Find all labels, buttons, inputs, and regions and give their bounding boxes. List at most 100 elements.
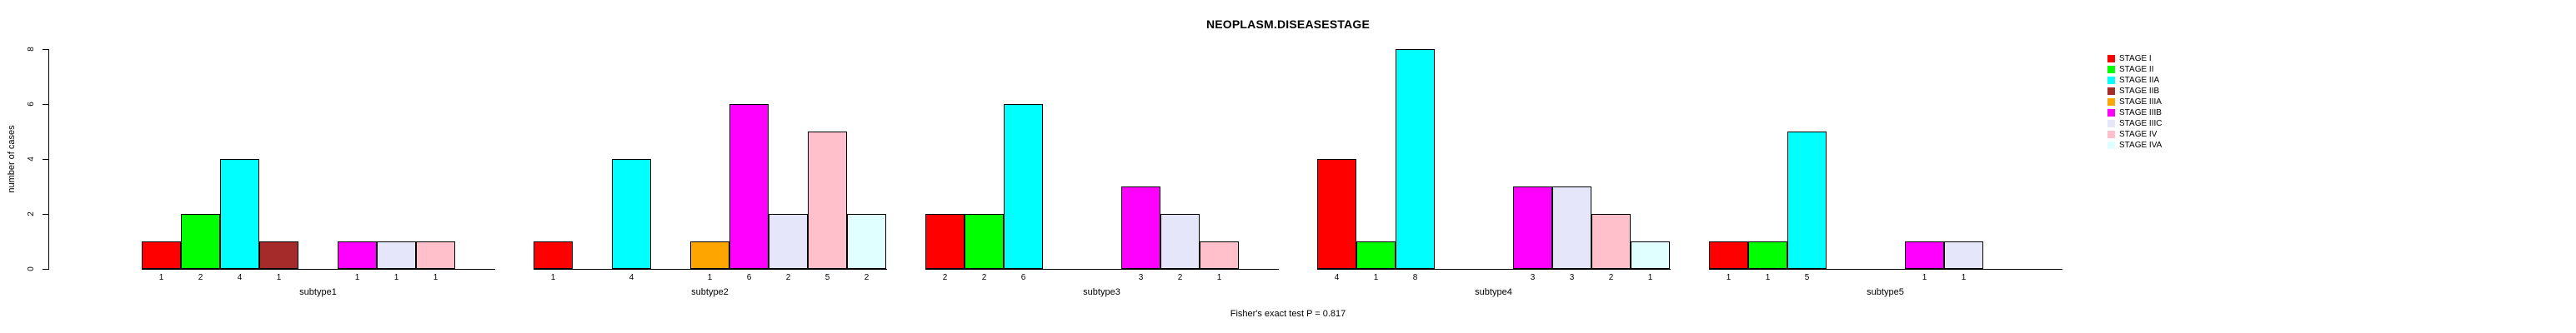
legend-label-stage-iiib: STAGE IIIB bbox=[2119, 108, 2162, 117]
bar-value-label-subtype4-stage-iv: 2 bbox=[1608, 273, 1614, 282]
bar-subtype4-stage-iiib bbox=[1513, 186, 1552, 269]
y-tick-label-8: 8 bbox=[27, 47, 36, 52]
bar-subtype4-stage-ii bbox=[1356, 241, 1396, 269]
bar-subtype1-stage-iiic bbox=[377, 241, 416, 269]
bar-subtype3-stage-iv bbox=[1200, 241, 1239, 269]
y-tick-6 bbox=[43, 104, 48, 105]
bar-subtype2-stage-iiic bbox=[769, 214, 808, 269]
bar-subtype1-stage-iib bbox=[259, 241, 298, 269]
bar-value-label-subtype3-stage-iia: 6 bbox=[1020, 273, 1026, 282]
bar-value-label-subtype2-stage-iia: 4 bbox=[629, 273, 634, 282]
bar-value-label-subtype4-stage-iiic: 3 bbox=[1569, 273, 1575, 282]
bar-value-label-subtype2-stage-iiib: 6 bbox=[746, 273, 752, 282]
bar-value-label-subtype5-stage-iiic: 1 bbox=[1961, 273, 1967, 282]
bar-value-label-subtype5-stage-iia: 5 bbox=[1804, 273, 1810, 282]
bar-value-label-subtype1-stage-i: 1 bbox=[158, 273, 164, 282]
legend-swatch-stage-iva bbox=[2107, 142, 2115, 149]
legend-item-stage-iv: STAGE IV bbox=[2107, 129, 2163, 140]
y-tick-2 bbox=[43, 214, 48, 215]
bar-value-label-subtype1-stage-iiic: 1 bbox=[393, 273, 399, 282]
x-category-label-subtype3: subtype3 bbox=[1083, 287, 1120, 297]
bar-value-label-subtype3-stage-iiic: 2 bbox=[1177, 273, 1183, 282]
legend-swatch-stage-iia bbox=[2107, 77, 2115, 84]
bar-subtype3-stage-iia bbox=[1004, 104, 1043, 269]
x-category-label-subtype2: subtype2 bbox=[691, 287, 729, 297]
bar-subtype2-stage-i bbox=[534, 241, 573, 269]
legend-label-stage-iv: STAGE IV bbox=[2119, 130, 2158, 139]
bar-value-label-subtype4-stage-iia: 8 bbox=[1412, 273, 1418, 282]
bar-subtype1-stage-ii bbox=[181, 214, 220, 269]
bar-subtype5-stage-iia bbox=[1787, 132, 1827, 269]
bar-value-label-subtype2-stage-iiic: 2 bbox=[785, 273, 791, 282]
y-tick-8 bbox=[43, 49, 48, 50]
bar-subtype4-stage-iv bbox=[1591, 214, 1631, 269]
bar-subtype5-stage-ii bbox=[1748, 241, 1787, 269]
legend: STAGE I STAGE II STAGE IIA STAGE IIB STAGE I… bbox=[2107, 53, 2163, 151]
bar-value-label-subtype2-stage-iiia: 1 bbox=[707, 273, 713, 282]
bar-value-label-subtype2-stage-i: 1 bbox=[550, 273, 556, 282]
x-axis-line-subtype5 bbox=[1709, 269, 2062, 270]
bar-value-label-subtype1-stage-iib: 1 bbox=[276, 273, 282, 282]
legend-item-stage-iib: STAGE IIB bbox=[2107, 86, 2163, 97]
bar-subtype1-stage-i bbox=[142, 241, 181, 269]
legend-swatch-stage-iiia bbox=[2107, 98, 2115, 106]
bar-value-label-subtype4-stage-iiib: 3 bbox=[1530, 273, 1536, 282]
bar-subtype2-stage-iiia bbox=[690, 241, 729, 269]
legend-label-stage-iia: STAGE IIA bbox=[2119, 76, 2160, 85]
bar-value-label-subtype4-stage-ii: 1 bbox=[1373, 273, 1379, 282]
bar-subtype2-stage-iiib bbox=[729, 104, 769, 269]
bar-subtype4-stage-iva bbox=[1631, 241, 1670, 269]
legend-item-stage-iva: STAGE IVA bbox=[2107, 140, 2163, 151]
legend-item-stage-ii: STAGE II bbox=[2107, 64, 2163, 75]
y-tick-label-6: 6 bbox=[27, 102, 36, 107]
bar-subtype1-stage-iiib bbox=[338, 241, 377, 269]
bar-value-label-subtype3-stage-ii: 2 bbox=[981, 273, 987, 282]
x-category-label-subtype4: subtype4 bbox=[1475, 287, 1512, 297]
bar-value-label-subtype3-stage-iv: 1 bbox=[1216, 273, 1222, 282]
bar-value-label-subtype5-stage-ii: 1 bbox=[1765, 273, 1771, 282]
bar-value-label-subtype1-stage-iv: 1 bbox=[433, 273, 439, 282]
legend-swatch-stage-iiib bbox=[2107, 109, 2115, 117]
legend-item-stage-iiic: STAGE IIIC bbox=[2107, 118, 2163, 129]
bar-subtype2-stage-iv bbox=[808, 132, 847, 269]
legend-label-stage-iib: STAGE IIB bbox=[2119, 87, 2160, 96]
legend-swatch-stage-iv bbox=[2107, 131, 2115, 138]
bar-value-label-subtype1-stage-iiib: 1 bbox=[354, 273, 360, 282]
legend-swatch-stage-iiic bbox=[2107, 120, 2115, 127]
bar-value-label-subtype3-stage-i: 2 bbox=[942, 273, 948, 282]
bar-group-subtype1: 1 2 4 1 1 1 1 subtype1 bbox=[142, 49, 495, 297]
y-tick-label-0: 0 bbox=[27, 266, 36, 271]
x-category-label-subtype1: subtype1 bbox=[299, 287, 337, 297]
y-axis-line bbox=[48, 49, 49, 270]
bar-subtype4-stage-iia bbox=[1396, 49, 1435, 269]
bar-group-subtype5: 1 1 5 1 1 subtype5 bbox=[1709, 49, 2062, 297]
bar-group-subtype4: 4 1 8 3 3 2 1 subtype4 bbox=[1317, 49, 1671, 297]
legend-label-stage-iiia: STAGE IIIA bbox=[2119, 97, 2162, 107]
bar-value-label-subtype4-stage-i: 4 bbox=[1334, 273, 1340, 282]
x-axis-line-subtype3 bbox=[925, 269, 1279, 270]
bar-value-label-subtype4-stage-iva: 1 bbox=[1647, 273, 1653, 282]
bar-value-label-subtype5-stage-iiib: 1 bbox=[1922, 273, 1927, 282]
statistical-test-caption: Fisher's exact test P = 0.817 bbox=[1230, 309, 1346, 319]
bar-subtype4-stage-iiic bbox=[1552, 186, 1591, 269]
bar-subtype4-stage-i bbox=[1317, 159, 1356, 269]
bar-value-label-subtype3-stage-iiib: 3 bbox=[1138, 273, 1144, 282]
legend-swatch-stage-ii bbox=[2107, 66, 2115, 73]
bar-group-subtype3: 2 2 6 3 2 1 subtype3 bbox=[925, 49, 1279, 297]
bar-value-label-subtype1-stage-ii: 2 bbox=[198, 273, 203, 282]
x-category-label-subtype5: subtype5 bbox=[1867, 287, 1904, 297]
legend-label-stage-iva: STAGE IVA bbox=[2119, 141, 2163, 150]
legend-item-stage-iia: STAGE IIA bbox=[2107, 75, 2163, 86]
x-axis-line-subtype4 bbox=[1317, 269, 1671, 270]
legend-swatch-stage-iib bbox=[2107, 87, 2115, 95]
bar-value-label-subtype2-stage-iv: 5 bbox=[824, 273, 830, 282]
y-tick-4 bbox=[43, 159, 48, 160]
legend-item-stage-iiia: STAGE IIIA bbox=[2107, 97, 2163, 107]
legend-label-stage-iiic: STAGE IIIC bbox=[2119, 119, 2163, 128]
bar-group-subtype2: 1 4 1 6 2 5 2 subtype2 bbox=[534, 49, 887, 297]
bar-subtype5-stage-iiib bbox=[1905, 241, 1944, 269]
bar-subtype3-stage-iiib bbox=[1121, 186, 1160, 269]
bar-subtype3-stage-iiic bbox=[1160, 214, 1200, 269]
y-tick-label-4: 4 bbox=[27, 157, 36, 162]
